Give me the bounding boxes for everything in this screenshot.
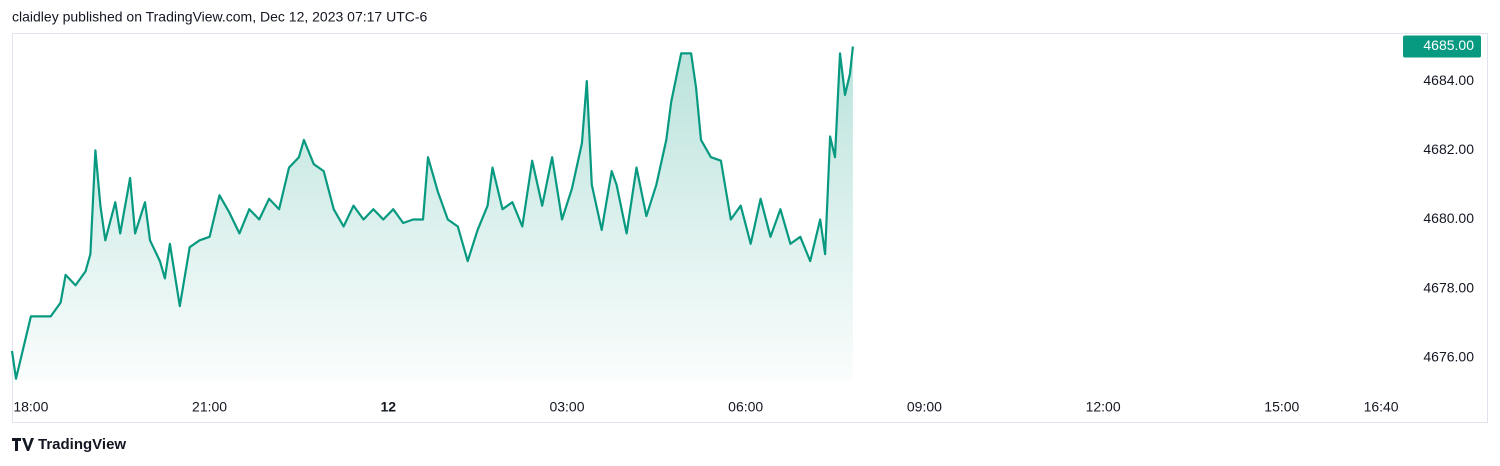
x-tick-label: 21:00 bbox=[192, 399, 227, 415]
x-tick-label: 16:40 bbox=[1364, 399, 1399, 415]
x-tick-label: 03:00 bbox=[549, 399, 584, 415]
x-tick-label: 15:00 bbox=[1264, 399, 1299, 415]
header: claidley published on TradingView.com, D… bbox=[12, 9, 428, 25]
last-value-box bbox=[1403, 35, 1481, 58]
last-value-label: 4685.00 bbox=[1423, 37, 1474, 53]
x-tick-label: 12:00 bbox=[1086, 399, 1121, 415]
line bbox=[10, 46, 854, 380]
x-tick-label: 18:00 bbox=[13, 399, 48, 415]
y-tick-label: 4678.00 bbox=[1423, 279, 1474, 295]
x-tick-label: 06:00 bbox=[728, 399, 763, 415]
y-tick-label: 4676.00 bbox=[1423, 349, 1474, 365]
x-tick-label: 12 bbox=[380, 399, 396, 415]
y-tick-label: 4682.00 bbox=[1423, 141, 1474, 157]
area bbox=[12, 46, 853, 380]
brand-logo bbox=[12, 438, 34, 451]
y-tick-label: 4680.00 bbox=[1423, 210, 1474, 226]
brand: TradingView bbox=[38, 436, 126, 453]
x-tick-label: 09:00 bbox=[907, 399, 942, 415]
chart-frame bbox=[12, 33, 1488, 423]
y-tick-label: 4684.00 bbox=[1423, 72, 1474, 88]
